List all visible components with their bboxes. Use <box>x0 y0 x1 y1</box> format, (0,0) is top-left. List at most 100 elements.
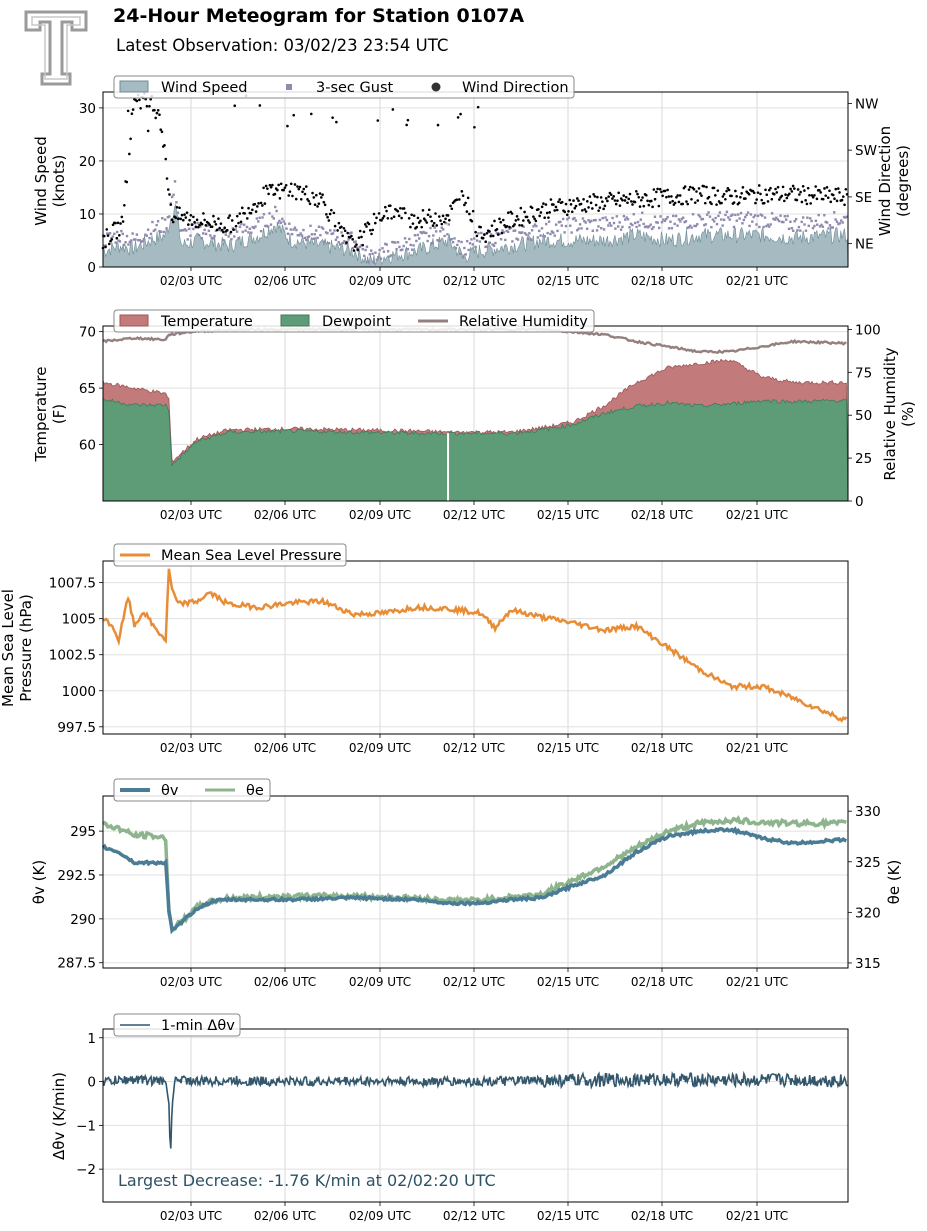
legend-swatch <box>280 314 310 327</box>
gust-point <box>756 214 760 218</box>
wind-direction-point <box>601 200 604 203</box>
wind-direction-point <box>604 197 608 200</box>
wind-direction-point <box>254 210 258 213</box>
wind-direction-point <box>721 195 725 198</box>
wind-direction-point <box>703 201 707 205</box>
wind-direction-point <box>357 236 361 239</box>
wind-direction-point <box>282 188 285 192</box>
gust-point <box>746 211 750 214</box>
wind-direction-point <box>233 104 237 108</box>
wind-direction-point <box>343 229 347 233</box>
gust-point <box>282 220 285 223</box>
wind-direction-point <box>670 195 673 198</box>
gust-point <box>361 247 364 251</box>
wind-direction-point <box>416 216 420 220</box>
wind-direction-point <box>727 188 731 192</box>
x-tick-label: 02/03 UTC <box>160 274 222 288</box>
wind-direction-point <box>303 192 307 196</box>
gust-point <box>711 218 715 221</box>
wind-direction-point <box>613 199 617 202</box>
legend-label: Mean Sea Level Pressure <box>161 548 342 564</box>
gust-point <box>741 222 744 225</box>
wind-direction-point <box>247 206 250 210</box>
gust-point <box>559 220 562 224</box>
wind-direction-point <box>594 203 598 207</box>
gust-point <box>765 224 768 228</box>
wind-direction-point <box>367 222 371 226</box>
gust-point <box>557 220 561 224</box>
gust-point <box>224 233 228 236</box>
wind-direction-point <box>427 208 431 212</box>
gust-point <box>113 232 116 236</box>
wind-direction-point <box>593 195 597 198</box>
wind-direction-point <box>810 194 814 197</box>
gust-point <box>518 231 521 234</box>
wind-direction-point <box>514 219 518 222</box>
wind-direction-point <box>179 217 183 221</box>
wind-direction-point <box>169 203 173 206</box>
wind-direction-point <box>404 211 407 215</box>
wind-direction-point <box>735 195 738 198</box>
gust-point <box>797 225 801 229</box>
wind-direction-point <box>602 207 605 211</box>
gust-point <box>704 223 707 226</box>
gust-point <box>290 232 294 236</box>
wind-direction-point <box>365 225 368 228</box>
gust-point <box>374 251 377 254</box>
y-tick-label: 1002.5 <box>49 648 96 664</box>
gust-point <box>106 232 109 235</box>
wind-direction-point <box>399 206 402 210</box>
gust-point <box>364 248 367 252</box>
wind-direction-point <box>116 221 120 225</box>
x-tick-label: 02/03 UTC <box>160 508 222 522</box>
gust-point <box>660 220 664 224</box>
wind-direction-point <box>407 216 411 220</box>
wind-direction-point <box>293 183 297 186</box>
gust-point <box>773 218 777 221</box>
wind-direction-point <box>714 194 717 197</box>
wind-direction-point <box>184 216 188 219</box>
wind-direction-point <box>256 205 259 208</box>
wind-direction-point <box>836 187 840 190</box>
y2-tick-label: 315 <box>855 956 881 972</box>
gust-point <box>768 225 771 228</box>
gust-point <box>310 233 314 236</box>
wind-direction-point <box>530 206 534 210</box>
wind-direction-point <box>253 202 257 206</box>
gust-point <box>770 212 774 215</box>
wind-direction-point <box>373 221 377 225</box>
wind-direction-point <box>843 203 846 207</box>
gust-point <box>409 243 412 247</box>
legend-label: 3-sec Gust <box>316 80 393 96</box>
gust-point <box>567 216 571 219</box>
gust-point <box>508 227 511 230</box>
gust-point <box>550 230 554 233</box>
wind-direction-point <box>261 204 264 207</box>
wind-direction-point <box>111 223 115 227</box>
wind-direction-point <box>390 217 393 220</box>
axes-frame <box>102 795 849 969</box>
gust-point <box>830 226 833 229</box>
gust-point <box>186 238 189 241</box>
gust-point <box>591 229 595 233</box>
gust-point <box>738 217 741 220</box>
gust-point <box>343 240 346 243</box>
gust-point <box>350 231 353 234</box>
wind-direction-point <box>491 234 495 238</box>
gust-point <box>655 221 658 224</box>
wind-direction-point <box>785 196 789 200</box>
wind-direction-point <box>106 234 110 237</box>
wind-direction-point <box>276 188 279 192</box>
gust-point <box>173 180 177 183</box>
gust-point <box>804 229 808 232</box>
wind-direction-point <box>567 209 570 213</box>
wind-direction-point <box>489 234 493 238</box>
gust-point <box>265 224 268 228</box>
wind-direction-point <box>814 185 817 188</box>
gust-point <box>635 225 638 229</box>
gust-point <box>666 215 669 219</box>
gust-point <box>320 226 323 229</box>
gust-point <box>131 232 134 235</box>
y-tick-label: 287.5 <box>57 956 96 972</box>
gust-point <box>674 214 678 218</box>
